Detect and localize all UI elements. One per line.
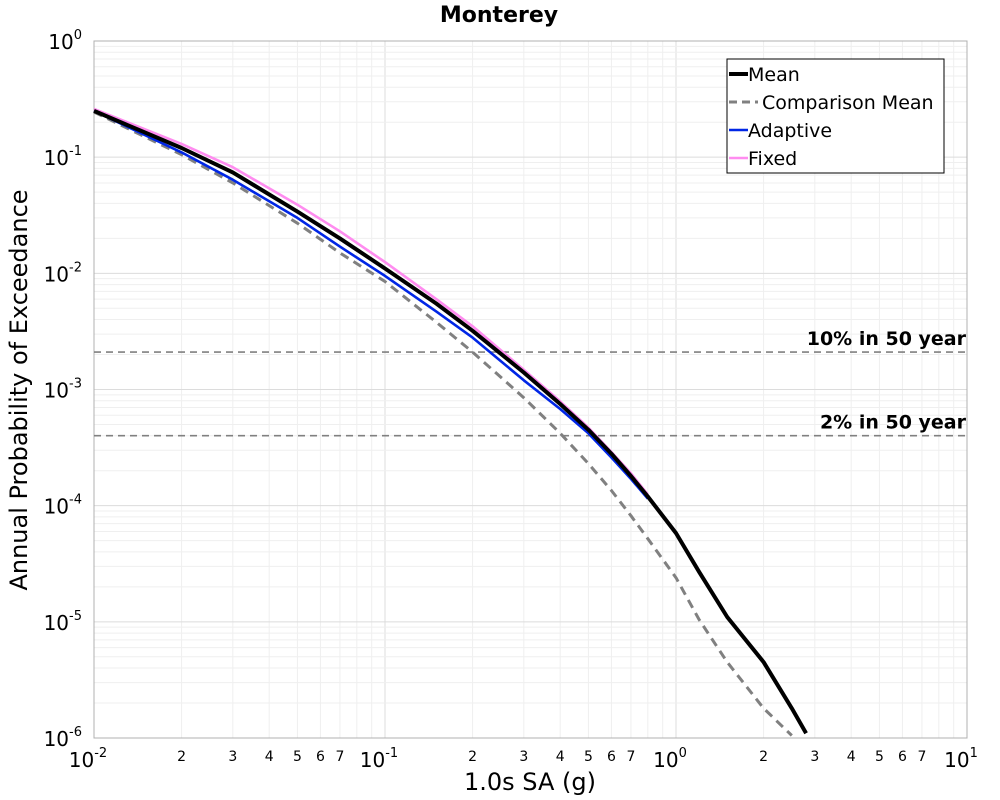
legend-entry: Adaptive: [748, 120, 832, 142]
x-minor-tick-label: 4: [847, 749, 856, 765]
reference-line-label: 2% in 50 year: [820, 412, 967, 434]
legend-entry: Fixed: [748, 148, 797, 170]
x-minor-tick-label: 5: [875, 749, 884, 765]
y-tick-label: 10-3: [44, 377, 82, 403]
y-tick-label: 100: [48, 28, 82, 54]
chart-title: Monterey: [440, 3, 558, 28]
plot-frame: [93, 40, 968, 739]
x-minor-tick-label: 6: [316, 749, 325, 765]
x-axis-label: 1.0s SA (g): [464, 768, 596, 796]
x-tick-label: 100: [653, 746, 687, 772]
reference-line-label: 10% in 50 year: [807, 328, 967, 350]
legend-box: [726, 58, 945, 174]
series-line-adaptive: [93, 109, 649, 500]
y-tick-label: 10-1: [44, 144, 82, 170]
y-axis-label: Annual Probability of Exceedance: [5, 189, 33, 590]
x-minor-tick-label: 3: [810, 749, 819, 765]
x-minor-tick-label: 7: [335, 749, 344, 765]
x-minor-tick-label: 4: [556, 749, 565, 765]
x-minor-tick-label: 2: [759, 749, 768, 765]
x-minor-tick-label: 3: [228, 749, 237, 765]
x-minor-tick-label: 7: [626, 749, 635, 765]
series-line-mean: [93, 109, 808, 735]
x-tick-label: 101: [944, 746, 978, 772]
legend: Mean Comparison Mean Adaptive Fixed: [726, 58, 945, 174]
x-minor-tick-label: 5: [293, 749, 302, 765]
x-minor-tick-label: 7: [917, 749, 926, 765]
legend-entry: Mean: [748, 64, 800, 86]
y-tick-labels: 100 10-1 10-2 10-3 10-4 10-5 10-6: [44, 28, 82, 751]
legend-entry: Comparison Mean: [762, 92, 934, 114]
x-minor-tick-label: 2: [177, 749, 186, 765]
x-minor-tick-label: 3: [519, 749, 528, 765]
series-lines: [93, 107, 808, 737]
x-tick-label: 10-1: [360, 746, 398, 772]
x-tick-label: 10-2: [69, 746, 107, 772]
y-tick-label: 10-4: [44, 493, 82, 519]
x-minor-tick-label: 5: [584, 749, 593, 765]
y-tick-label: 10-2: [44, 260, 82, 286]
y-tick-label: 10-6: [44, 725, 82, 751]
grid: [93, 41, 967, 739]
series-line-comparison-mean: [93, 110, 793, 737]
x-minor-tick-label: 2: [468, 749, 477, 765]
reference-lines: 10% in 50 year 2% in 50 year: [94, 328, 967, 437]
x-minor-tick-label: 6: [898, 749, 907, 765]
x-minor-tick-label: 6: [607, 749, 616, 765]
x-minor-tick-label: 4: [265, 749, 274, 765]
y-tick-label: 10-5: [44, 609, 82, 635]
